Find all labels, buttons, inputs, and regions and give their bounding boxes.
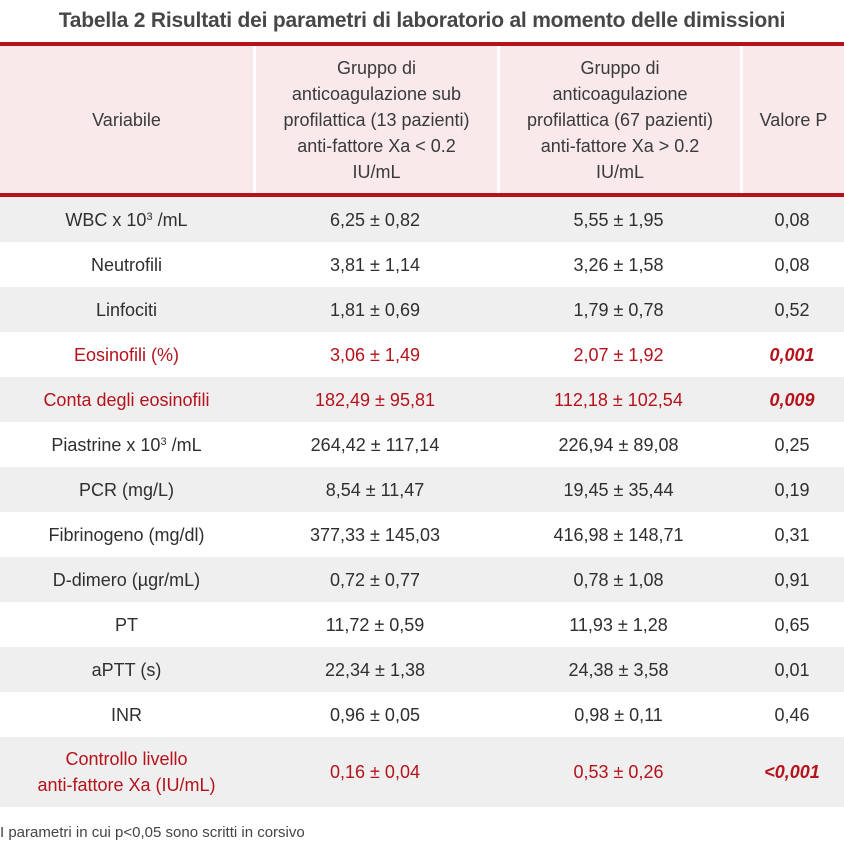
table-row: WBC x 103 /mL 6,25 ± 0,82 5,55 ± 1,95 0,08 [0,197,844,242]
cell-variable: PCR (mg/L) [78,479,174,500]
table-title: Tabella 2 Risultati dei parametri di lab… [58,9,786,32]
variable-line-2: anti-fattore Xa (IU/mL) [37,775,216,795]
cell-variable: aPTT (s) [91,659,162,680]
cell-group-prophylactic: 5,55 ± 1,95 [573,209,664,230]
cell-group-sub-prophylactic: 11,72 ± 0,59 [325,614,425,635]
cell-group-sub-prophylactic: 377,33 ± 145,03 [310,524,440,545]
table-row: PCR (mg/L) 8,54 ± 11,47 19,45 ± 35,44 0,19 [0,467,844,512]
cell-group-sub-prophylactic: 182,49 ± 95,81 [315,389,435,410]
cell-group-prophylactic: 3,26 ± 1,58 [573,254,664,275]
table-row: Linfociti 1,81 ± 0,69 1,79 ± 0,78 0,52 [0,287,844,332]
cell-group-prophylactic: 2,07 ± 1,92 [573,344,664,365]
table-row: Neutrofili 3,81 ± 1,14 3,26 ± 1,58 0,08 [0,242,844,287]
cell-group-sub-prophylactic: 3,06 ± 1,49 [330,344,420,365]
cell-variable: Controllo livello anti-fattore Xa (IU/mL) [0,746,253,798]
cell-group-prophylactic: 11,93 ± 1,28 [569,614,668,635]
cell-p-value: 0,52 [774,299,810,320]
cell-p-value: 0,46 [774,704,810,725]
cell-variable: Conta degli eosinofili [43,389,210,410]
cell-p-value: 0,25 [774,434,810,455]
header-group-sub-prophylactic: Gruppo di anticoagulazione sub profilatt… [253,46,497,193]
cell-group-prophylactic: 0,98 ± 0,11 [574,704,663,725]
cell-p-value: 0,31 [774,524,810,545]
table-row: aPTT (s) 22,34 ± 1,38 24,38 ± 3,58 0,01 [0,647,844,692]
cell-group-prophylactic: 19,45 ± 35,44 [563,479,674,500]
cell-variable: D-dimero (µgr/mL) [52,569,201,590]
superscript-exponent: 3 [146,210,153,223]
cell-group-sub-prophylactic: 6,25 ± 0,82 [330,209,420,230]
cell-group-prophylactic: 0,78 ± 1,08 [573,569,664,590]
cell-variable: PT [114,614,138,635]
cell-p-value: 0,91 [774,569,810,590]
table-row: Fibrinogeno (mg/dl) 377,33 ± 145,03 416,98… [0,512,844,557]
cell-p-value: 0,01 [774,659,810,680]
cell-group-sub-prophylactic: 8,54 ± 11,47 [325,479,425,500]
header-p-value-label: Valore P [759,109,828,130]
header-group-sub-prophylactic-label: Gruppo di anticoagulazione sub profilatt… [283,57,470,182]
table-body: WBC x 103 /mL 6,25 ± 0,82 5,55 ± 1,95 0,08 N… [0,197,844,807]
cell-p-value: 0,65 [774,614,810,635]
table-row: Conta degli eosinofili 182,49 ± 95,81 112,… [0,377,844,422]
results-table: Variabile Gruppo di anticoagulazione sub… [0,42,844,807]
header-p-value: Valore P [740,46,844,193]
cell-group-prophylactic: 0,53 ± 0,26 [573,762,664,782]
cell-variable: Piastrine x 103 /mL [0,432,253,458]
header-group-prophylactic: Gruppo di anticoagulazione profilattica … [497,46,740,193]
cell-p-value: 0,08 [774,254,810,275]
variable-text: Piastrine x 10 [51,434,161,455]
cell-p-value: 0,001 [769,344,815,365]
table-row: Controllo livello anti-fattore Xa (IU/mL)… [0,737,844,807]
table-row: Eosinofili (%) 3,06 ± 1,49 2,07 ± 1,92 0,00… [0,332,844,377]
cell-group-sub-prophylactic: 0,96 ± 0,05 [330,704,420,725]
cell-variable: INR [111,704,142,725]
table-header: Variabile Gruppo di anticoagulazione sub… [0,46,844,193]
cell-variable: Linfociti [95,299,158,320]
cell-group-prophylactic: 416,98 ± 148,71 [553,524,684,545]
cell-group-sub-prophylactic: 0,16 ± 0,04 [330,762,420,782]
cell-p-value: 0,009 [769,389,815,410]
table-row: INR 0,96 ± 0,05 0,98 ± 0,11 0,46 [0,692,844,737]
variable-text: WBC x 10 [65,209,147,230]
cell-group-prophylactic: 1,79 ± 0,78 [573,299,664,320]
cell-group-prophylactic: 112,18 ± 102,54 [554,389,683,410]
cell-group-sub-prophylactic: 264,42 ± 117,14 [310,434,440,455]
variable-line-1: Controllo livello [65,749,188,769]
table-row: PT 11,72 ± 0,59 11,93 ± 1,28 0,65 [0,602,844,647]
cell-group-sub-prophylactic: 3,81 ± 1,14 [330,254,420,275]
cell-variable: Eosinofili (%) [73,344,180,365]
table-row: Piastrine x 103 /mL 264,42 ± 117,14 226,94… [0,422,844,467]
cell-group-sub-prophylactic: 0,72 ± 0,77 [330,569,420,590]
cell-p-value: 0,19 [774,479,810,500]
header-variable: Variabile [92,109,161,130]
cell-variable: Fibrinogeno (mg/dl) [48,524,205,545]
cell-variable: Neutrofili [90,254,163,275]
header-group-prophylactic-label: Gruppo di anticoagulazione profilattica … [526,57,714,182]
top-rule [0,42,844,46]
variable-unit: /mL [166,434,202,455]
variable-unit: /mL [152,209,188,230]
footnote: I parametri in cui p<0,05 sono scritti i… [0,824,305,841]
cell-p-value: <0,001 [764,762,820,782]
header-bottom-rule [0,193,844,197]
cell-variable: WBC x 103 /mL [0,207,253,233]
cell-group-prophylactic: 226,94 ± 89,08 [558,434,679,455]
cell-group-prophylactic: 24,38 ± 3,58 [568,659,669,680]
cell-group-sub-prophylactic: 22,34 ± 1,38 [325,659,425,680]
cell-group-sub-prophylactic: 1,81 ± 0,69 [330,299,420,320]
cell-p-value: 0,08 [774,209,810,230]
superscript-exponent: 3 [160,435,167,448]
table-row: D-dimero (µgr/mL) 0,72 ± 0,77 0,78 ± 1,08 0… [0,557,844,602]
